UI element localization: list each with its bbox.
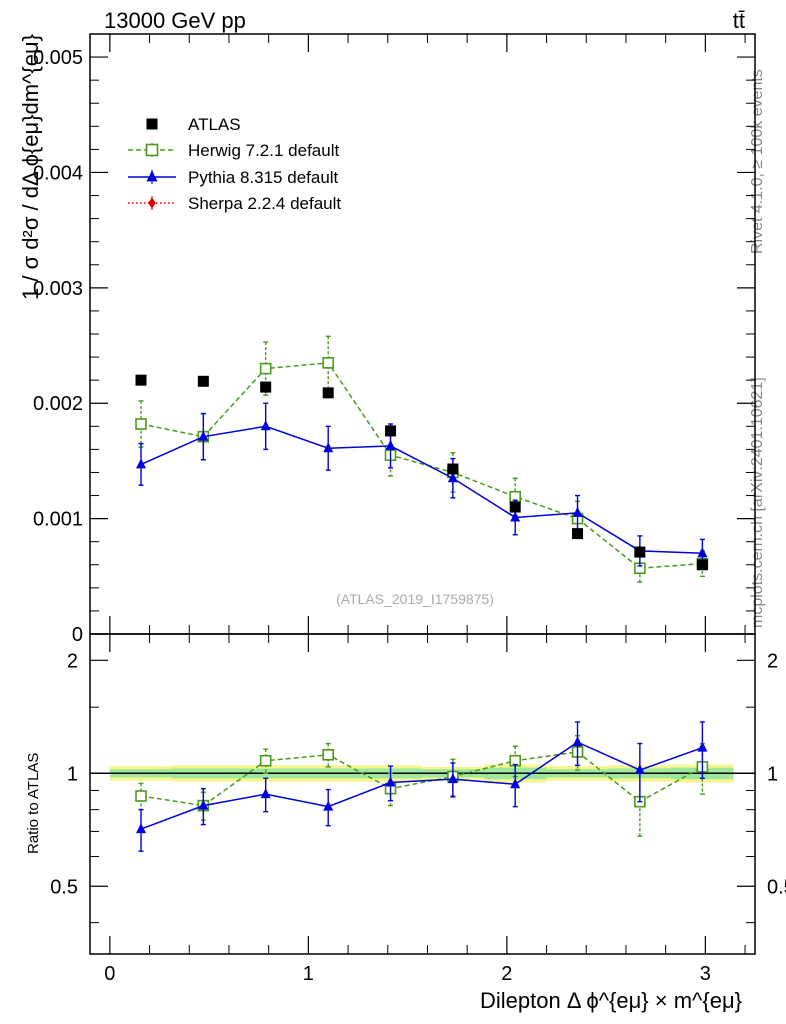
x-tick-label: 0 — [104, 963, 115, 985]
data-point — [146, 170, 158, 182]
series-line — [140, 751, 703, 807]
ratio-y-tick-label-left: 2 — [67, 650, 78, 672]
data-point — [323, 442, 334, 453]
data-point — [385, 425, 397, 437]
main-y-tick-label: 0.002 — [33, 393, 83, 415]
series-atlas — [135, 374, 708, 571]
data-point — [260, 788, 271, 799]
ratio-ticks: 0.5 0.5 1 1 2 2 0 1 2 3 — [50, 634, 786, 985]
data-point — [572, 528, 584, 540]
data-point — [198, 430, 209, 441]
data-point — [259, 754, 272, 767]
main-panel: (ATLAS_2019_I1759875) 0 0.001 0.002 0.003 0.… — [18, 33, 756, 646]
rivet-label: Rivet 4.1.0, ≥ 100k events — [749, 69, 766, 254]
ratio-y-tick-label-right: 2 — [767, 650, 778, 672]
series-line — [140, 362, 703, 570]
x-tick-label: 3 — [700, 963, 711, 985]
data-point — [510, 511, 521, 522]
data-point — [572, 506, 583, 517]
main-y-tick-label: 0.005 — [33, 47, 83, 69]
data-point — [697, 547, 708, 558]
data-point — [634, 546, 646, 558]
data-point — [148, 197, 156, 209]
ratio-frame — [89, 633, 756, 955]
data-point — [322, 749, 335, 761]
series-pythia-8-315-default — [136, 721, 708, 852]
ratio-series — [135, 721, 709, 852]
process-label: tt̄ — [733, 8, 745, 33]
ratio-y-tick-label-left: 1 — [67, 763, 78, 785]
ratio-y-axis-label: Ratio to ATLAS — [25, 753, 42, 854]
data-point — [696, 559, 708, 571]
data-point — [385, 776, 396, 787]
data-point — [260, 420, 271, 431]
legend-label: Pythia 8.315 default — [188, 168, 339, 187]
x-tick-label: 1 — [303, 963, 314, 985]
ratio-y-tick-label-right: 0.5 — [767, 876, 786, 898]
data-point — [447, 463, 459, 475]
data-point — [198, 799, 209, 810]
data-point — [136, 823, 147, 834]
data-point — [146, 118, 158, 130]
legend-label: Sherpa 2.2.4 default — [188, 194, 341, 213]
ratio-y-tick-label-left: 0.5 — [50, 876, 78, 898]
series-line — [140, 741, 703, 830]
mcplots-label: mcplots.cern.ch [arXiv:2401.10621] — [749, 377, 766, 628]
data-point — [447, 472, 458, 483]
data-point — [259, 362, 272, 375]
legend-entry: Herwig 7.2.1 default — [128, 141, 339, 160]
main-y-tick-label: 0.003 — [33, 278, 83, 300]
main-y-tick-label: 0.001 — [33, 509, 83, 531]
legend-label: ATLAS — [188, 115, 241, 134]
data-point — [135, 790, 147, 802]
x-tick-label: 2 — [501, 963, 512, 985]
main-y-tick-label: 0 — [72, 624, 83, 646]
x-axis-label: Dilepton Δ ϕ^{eμ} × m^{eμ} — [480, 988, 742, 1013]
data-point — [572, 736, 583, 747]
main-y-axis-label: 1 / σ d²σ / dΔ ϕ{eμ}dm^{eμ} — [18, 34, 43, 300]
data-point — [697, 741, 708, 752]
legend: ATLAS Herwig 7.2.1 default Pythia 8.315 de… — [128, 115, 341, 213]
main-y-tick-label: 0.004 — [33, 162, 83, 184]
ratio-y-tick-label-right: 1 — [767, 763, 778, 785]
data-point — [323, 800, 334, 811]
energy-label: 13000 GeV pp — [104, 8, 246, 33]
main-ticks: 0 0.001 0.002 0.003 0.004 0.005 — [33, 33, 755, 646]
data-point — [509, 501, 521, 513]
ratio-panel: 0.5 0.5 1 1 2 2 0 1 2 3 Ratio to ATLAS — [25, 633, 786, 985]
data-point — [322, 387, 334, 399]
data-point — [447, 773, 458, 784]
legend-entry: Pythia 8.315 default — [128, 168, 339, 187]
data-point — [510, 778, 521, 789]
legend-entry: Sherpa 2.2.4 default — [128, 194, 341, 213]
legend-entry: ATLAS — [146, 115, 241, 134]
data-point — [634, 764, 645, 775]
data-point — [136, 458, 147, 469]
main-series — [135, 335, 709, 583]
data-point — [135, 374, 147, 386]
data-point — [322, 357, 335, 369]
data-point — [385, 439, 396, 450]
legend-label: Herwig 7.2.1 default — [188, 141, 339, 160]
data-point — [135, 418, 147, 430]
series-line — [140, 425, 703, 554]
analysis-label: (ATLAS_2019_I1759875) — [336, 591, 494, 607]
data-point — [260, 381, 272, 393]
data-point — [145, 143, 159, 157]
data-point — [197, 375, 209, 387]
